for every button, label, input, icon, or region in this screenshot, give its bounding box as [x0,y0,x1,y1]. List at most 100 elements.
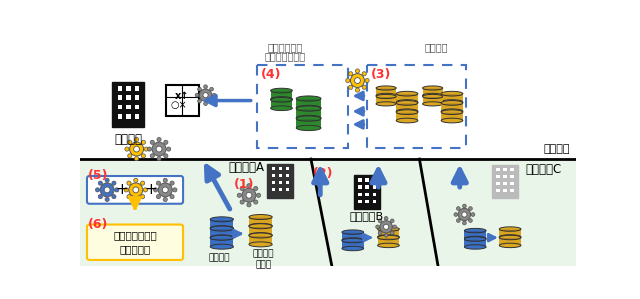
Polygon shape [365,193,369,196]
Polygon shape [285,167,289,170]
Circle shape [154,188,157,192]
Text: ○×: ○× [171,100,188,110]
Circle shape [195,93,199,97]
Circle shape [246,192,252,198]
Bar [80,158,576,266]
Polygon shape [511,189,514,192]
Circle shape [237,193,241,197]
Circle shape [349,72,353,76]
Polygon shape [210,219,234,228]
Ellipse shape [465,237,486,241]
Circle shape [204,85,207,89]
Circle shape [355,69,360,73]
Polygon shape [285,174,289,177]
Circle shape [124,188,128,192]
Ellipse shape [378,243,399,248]
Polygon shape [465,231,486,239]
Polygon shape [441,112,463,120]
Polygon shape [358,193,362,196]
Circle shape [98,195,102,199]
Ellipse shape [396,94,418,96]
Ellipse shape [441,110,463,115]
Ellipse shape [271,91,292,93]
Ellipse shape [342,246,364,251]
Circle shape [468,219,472,222]
Polygon shape [271,181,275,184]
Polygon shape [271,167,275,170]
Polygon shape [267,164,293,198]
Circle shape [456,219,460,222]
Ellipse shape [376,94,396,99]
Ellipse shape [378,235,399,239]
Polygon shape [296,99,321,108]
Text: レーション形式: レーション形式 [265,51,306,61]
Circle shape [471,213,475,216]
Ellipse shape [296,119,321,121]
Polygon shape [365,200,369,203]
Ellipse shape [271,97,292,102]
Ellipse shape [499,238,521,239]
Circle shape [170,181,174,185]
Polygon shape [271,100,292,108]
Polygon shape [118,86,122,91]
Ellipse shape [465,236,486,241]
FancyBboxPatch shape [87,225,183,260]
Ellipse shape [422,86,443,90]
Circle shape [100,183,114,197]
Circle shape [141,195,145,199]
Polygon shape [492,165,518,198]
Ellipse shape [422,97,443,98]
Ellipse shape [441,103,463,105]
Ellipse shape [249,236,272,238]
Text: +: + [144,182,157,197]
Polygon shape [127,95,131,100]
Text: 病状診断や薬効
予測に活用: 病状診断や薬効 予測に活用 [113,230,157,254]
Ellipse shape [465,245,486,249]
Ellipse shape [396,100,418,105]
Ellipse shape [210,238,234,240]
Circle shape [463,204,467,208]
Ellipse shape [465,231,486,233]
FancyBboxPatch shape [166,85,198,116]
Circle shape [456,207,460,210]
Polygon shape [358,200,362,203]
Ellipse shape [210,229,234,231]
Circle shape [383,224,388,229]
Ellipse shape [210,226,234,231]
Ellipse shape [296,106,321,111]
Circle shape [199,89,212,101]
Circle shape [127,154,132,158]
Circle shape [355,88,360,92]
Ellipse shape [296,125,321,131]
Circle shape [127,140,132,144]
Polygon shape [210,238,234,247]
Polygon shape [127,105,131,109]
Polygon shape [271,174,275,177]
Polygon shape [135,114,140,119]
Ellipse shape [210,235,234,240]
Ellipse shape [465,239,486,241]
Polygon shape [365,178,369,182]
Ellipse shape [342,233,364,234]
Polygon shape [511,175,514,178]
Text: (4): (4) [260,68,281,81]
Polygon shape [135,95,140,100]
Polygon shape [135,86,140,91]
Circle shape [129,142,143,156]
Polygon shape [496,189,500,192]
Ellipse shape [499,235,521,240]
Ellipse shape [499,243,521,248]
Polygon shape [353,175,380,209]
Polygon shape [296,109,321,118]
Ellipse shape [441,91,463,96]
Ellipse shape [441,113,463,115]
Ellipse shape [296,99,321,101]
Text: 機密境界: 機密境界 [543,144,570,154]
Ellipse shape [422,89,443,90]
Circle shape [158,183,172,197]
Circle shape [156,181,161,185]
Polygon shape [278,188,282,191]
Polygon shape [342,232,364,240]
Circle shape [376,225,380,229]
Ellipse shape [422,102,443,106]
